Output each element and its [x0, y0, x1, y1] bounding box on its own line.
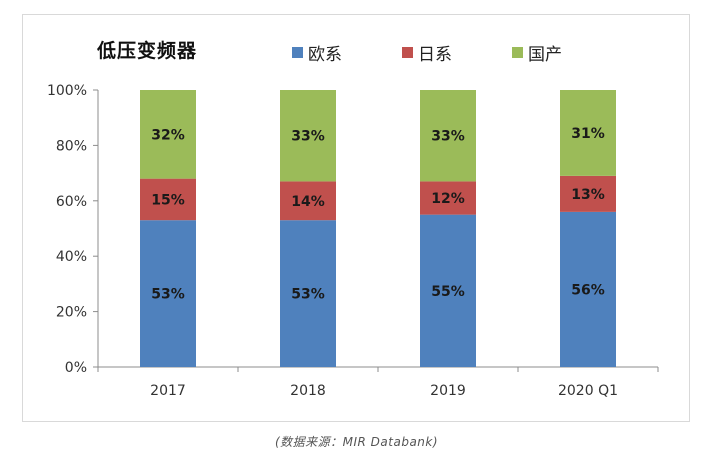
bar-segment: [560, 211, 616, 367]
bar-segment: [140, 220, 196, 367]
legend-item-europe: 欧系: [292, 40, 342, 65]
bar-segment: [560, 175, 616, 212]
y-tick-label: 0%: [65, 360, 87, 376]
data-label: 33%: [431, 129, 465, 145]
data-label: 55%: [431, 284, 465, 300]
data-label: 12%: [431, 191, 465, 207]
data-label: 53%: [291, 287, 325, 303]
bar-segment: [420, 181, 476, 215]
data-label: 33%: [291, 129, 325, 145]
bar-segment: [420, 214, 476, 367]
y-tick-label: 40%: [56, 249, 87, 265]
bar-segment: [280, 90, 336, 182]
data-label: 14%: [291, 194, 325, 210]
bar-segment: [420, 90, 476, 182]
legend-swatch-europe: [292, 47, 303, 58]
bar-segment: [560, 90, 616, 176]
data-label: 56%: [571, 282, 605, 298]
bar-segment: [280, 220, 336, 367]
legend-label-japan: 日系: [418, 45, 452, 65]
data-source-note: (数据来源：MIR Databank): [274, 435, 439, 449]
y-tick-label: 60%: [56, 194, 87, 210]
legend-swatch-domestic: [512, 47, 523, 58]
x-tick-label: 2017: [150, 383, 186, 399]
x-tick-label: 2018: [290, 383, 326, 399]
y-tick-label: 80%: [56, 138, 87, 154]
x-tick-label: 2019: [430, 383, 466, 399]
legend-item-japan: 日系: [402, 40, 452, 65]
data-label: 31%: [571, 126, 605, 142]
legend-swatch-japan: [402, 47, 413, 58]
chart-title: 低压变频器: [97, 40, 198, 62]
data-label: 13%: [571, 187, 605, 203]
legend-item-domestic: 国产: [512, 40, 562, 65]
bar-segment: [140, 178, 196, 221]
y-tick-label: 100%: [47, 83, 87, 99]
bar-segment: [280, 181, 336, 221]
bar-segment: [140, 90, 196, 179]
legend-label-domestic: 国产: [528, 45, 562, 65]
data-label: 15%: [151, 192, 185, 208]
y-tick-label: 20%: [56, 305, 87, 321]
data-label: 32%: [151, 127, 185, 143]
legend-label-europe: 欧系: [308, 45, 342, 65]
data-label: 53%: [151, 287, 185, 303]
x-tick-label: 2020 Q1: [558, 383, 618, 399]
